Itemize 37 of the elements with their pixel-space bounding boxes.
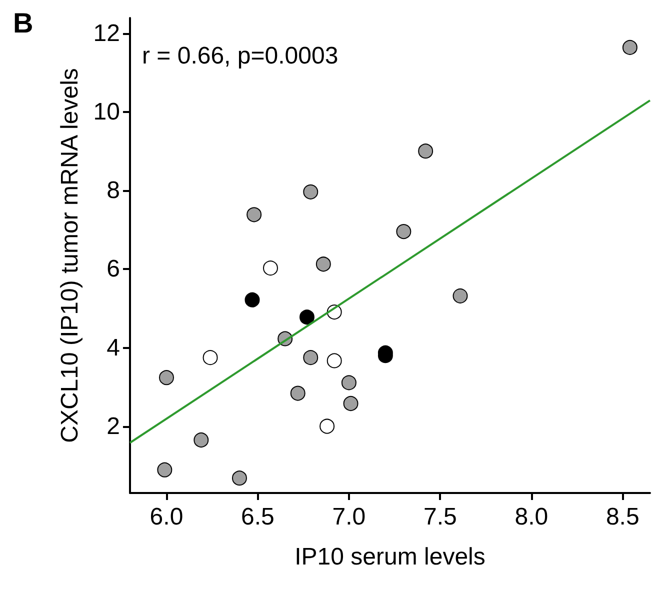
point — [194, 432, 209, 448]
point — [326, 353, 342, 368]
y-tick-label: 12 — [93, 20, 120, 48]
x-tick-label: 6.5 — [241, 504, 274, 530]
y-tick-label: 8 — [106, 177, 120, 204]
point — [299, 310, 314, 325]
x-tick-label: 7.0 — [332, 504, 366, 530]
point — [159, 370, 174, 386]
x-tick-label: 6.0 — [150, 504, 184, 530]
point — [343, 396, 358, 411]
y-tick-label: 2 — [106, 412, 120, 440]
y-tick-label: 4 — [106, 334, 120, 362]
point — [396, 224, 412, 240]
y-tick-label: 6 — [106, 256, 120, 283]
point — [316, 256, 331, 272]
point — [244, 292, 260, 308]
x-tick-label: 8.5 — [606, 504, 640, 530]
x-tick-label: 7.5 — [423, 504, 457, 530]
point — [202, 350, 218, 366]
annotation: r = 0.66, p=0.0003 — [142, 42, 338, 70]
point — [290, 386, 306, 401]
point — [452, 288, 468, 304]
point — [232, 470, 247, 486]
point — [303, 184, 318, 200]
x-axis-title: IP10 serum levels — [294, 544, 486, 570]
x-tick-label: 8.0 — [514, 504, 548, 530]
point — [263, 260, 278, 276]
point — [303, 350, 318, 366]
point — [320, 418, 335, 434]
chart-title: B — [13, 8, 34, 38]
point — [418, 144, 434, 159]
y-axis-title: CXCL10 (IP10) tumor mRNA levels — [56, 68, 84, 443]
point — [341, 375, 356, 390]
point — [622, 40, 638, 55]
y-tick-label: 10 — [93, 98, 120, 126]
point — [157, 462, 172, 478]
point — [246, 207, 262, 222]
